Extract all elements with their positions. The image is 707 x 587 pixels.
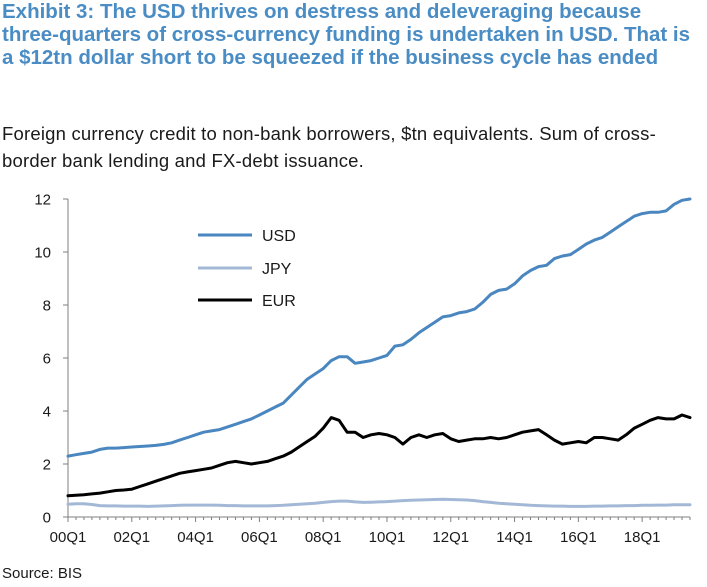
x-tick-label: 18Q1	[624, 529, 661, 546]
legend-label-eur: EUR	[262, 293, 296, 310]
chart-axes: 0 2 4 6 8 10 12 00Q1 02Q1 04Q1 06Q1 08Q1 10Q1 12Q1 14Q…	[34, 192, 691, 546]
x-tick-label: 14Q1	[496, 529, 533, 546]
y-tick-label: 0	[43, 510, 51, 527]
y-tick-label: 4	[43, 404, 51, 421]
series-line-usd	[66, 197, 692, 458]
chart-subtitle: Foreign currency credit to non-bank borr…	[2, 123, 656, 171]
x-tick-label: 08Q1	[305, 529, 342, 546]
source-note: Source: BIS	[2, 565, 83, 582]
chart-series	[66, 197, 692, 508]
y-tick-label: 12	[34, 192, 51, 209]
x-tick-label: 06Q1	[241, 529, 278, 546]
x-tick-label: 04Q1	[177, 529, 214, 546]
x-tick-label: 16Q1	[560, 529, 597, 546]
y-tick-label: 2	[43, 457, 51, 474]
x-tick-label: 02Q1	[113, 529, 150, 546]
legend-label-jpy: JPY	[262, 261, 292, 278]
legend-label-usd: USD	[262, 228, 296, 245]
y-tick-label: 6	[43, 351, 51, 368]
line-chart: 0 2 4 6 8 10 12 00Q1 02Q1 04Q1 06Q1 08Q1 10Q1 12Q1 14Q…	[34, 192, 692, 546]
chart-title: Exhibit 3: The USD thrives on destress a…	[2, 0, 691, 69]
series-line-eur	[66, 413, 692, 498]
y-tick-label: 8	[43, 298, 51, 315]
y-tick-label: 10	[34, 245, 51, 262]
x-tick-label: 12Q1	[432, 529, 469, 546]
series-line-jpy	[66, 497, 692, 508]
chart-legend: USD JPY EUR	[198, 228, 296, 310]
x-tick-label: 00Q1	[50, 529, 87, 546]
x-tick-label: 10Q1	[369, 529, 406, 546]
